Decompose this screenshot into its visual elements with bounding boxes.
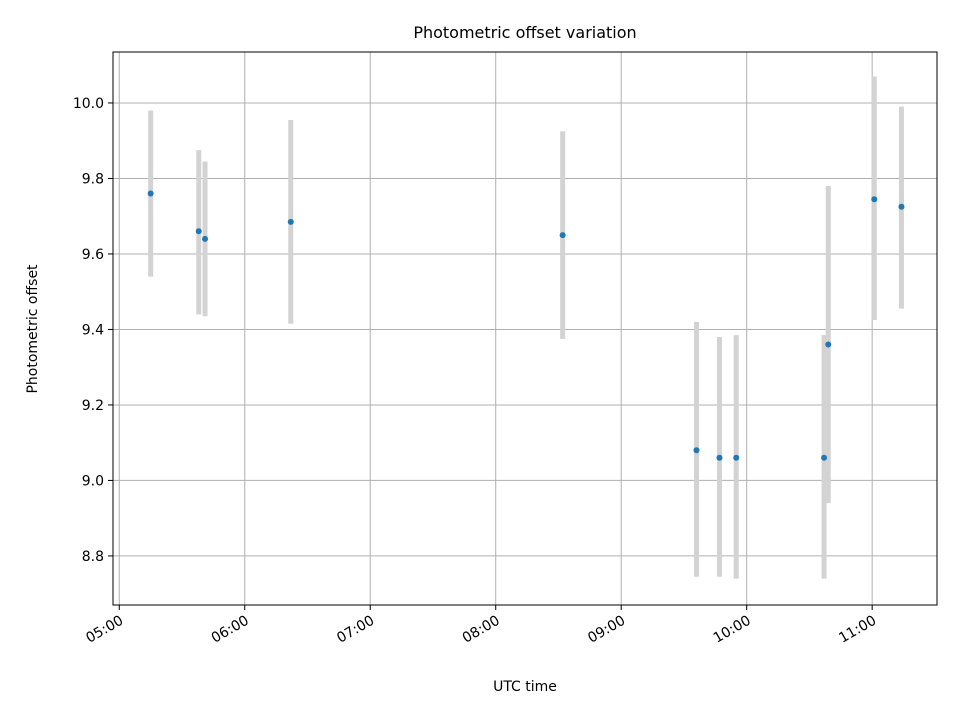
x-tick-label: 06:00	[209, 613, 252, 647]
y-axis-label: Photometric offset	[25, 264, 41, 394]
data-point	[821, 454, 828, 461]
data-point	[559, 232, 566, 239]
data-point	[202, 235, 209, 242]
y-tick-label: 9.2	[82, 398, 104, 414]
data-point	[871, 196, 878, 203]
y-tick-label: 9.6	[82, 247, 104, 263]
x-axis-label: UTC time	[493, 679, 557, 695]
plot-frame	[112, 51, 938, 606]
data-point	[287, 218, 294, 225]
x-axis-ticks: 05:00 06:00 07:00 08:00 09:00 10:00 11:00	[83, 605, 879, 647]
data-point	[716, 454, 723, 461]
y-tick-label: 8.8	[82, 549, 104, 565]
chart-title: Photometric offset variation	[413, 23, 636, 42]
x-tick-label: 08:00	[460, 613, 503, 647]
data-point	[733, 454, 740, 461]
y-tick-label: 9.4	[82, 322, 104, 338]
y-tick-label: 10.0	[73, 96, 104, 112]
data-points	[147, 190, 905, 461]
data-point	[147, 190, 154, 197]
x-tick-label: 11:00	[836, 613, 879, 647]
error-bars	[148, 76, 904, 579]
y-tick-label: 9.0	[82, 473, 104, 489]
x-tick-label: 09:00	[585, 613, 628, 647]
x-tick-label: 07:00	[334, 613, 377, 647]
y-tick-label: 9.8	[82, 171, 104, 187]
data-point	[898, 203, 905, 210]
y-axis-ticks: 8.8 9.0 9.2 9.4 9.6 9.8 10.0	[73, 96, 113, 565]
data-point	[195, 228, 202, 235]
data-point	[693, 447, 700, 454]
x-tick-label: 05:00	[83, 613, 126, 647]
data-point	[825, 341, 832, 348]
grid-lines	[113, 52, 937, 605]
x-tick-label: 10:00	[711, 613, 754, 647]
